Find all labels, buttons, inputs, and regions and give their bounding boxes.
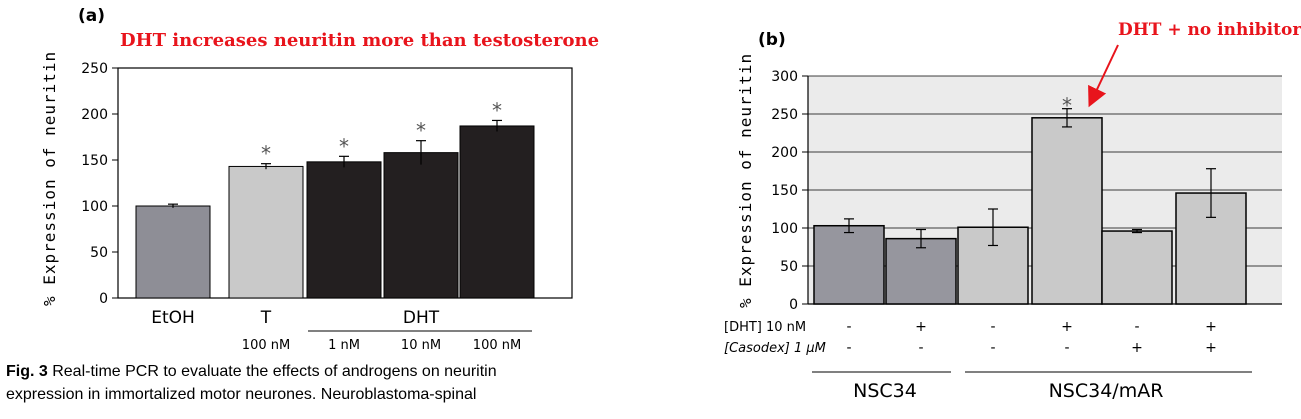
annotation-arrow [1088,44,1119,108]
casodex-row-label: [Casodex] 1 µM [724,341,826,356]
bar-b-4 [1101,230,1173,305]
y-tick-label-b: 100 [771,221,798,237]
bar-a-2 [306,161,382,299]
dht-sign: + [1205,319,1217,335]
caption-line-2: expression in immortalized motor neurone… [6,386,477,403]
bar-a-3 [383,152,459,299]
panel-a-label: (a) [78,6,106,26]
category-label-a: DHT [403,308,440,328]
caption-line-1: Real-time PCR to evaluate the effects of… [47,363,497,380]
concentration-label-a: 10 nM [401,338,441,353]
y-tick-label-b: 0 [789,297,798,313]
panel-b-annotation: DHT + no inhibitor [1118,20,1301,40]
significance-marker-a: * [492,98,502,122]
y-tick-label-b: 250 [771,107,798,123]
figure-caption: Fig. 3 Real-time PCR to evaluate the eff… [6,360,497,406]
bar-a-4 [459,125,535,299]
caption-figure-number: Fig. 3 [6,363,48,380]
significance-marker-a: * [416,119,426,143]
bar-b-3 [1031,117,1103,305]
concentration-label-a: 100 nM [473,338,521,353]
y-tick-label-a: 200 [81,107,108,123]
concentration-label-a: 100 nM [242,338,290,353]
y-tick-label-a: 100 [81,199,108,215]
y-tick-label-a: 50 [90,245,108,261]
y-tick-label-b: 300 [771,69,798,85]
dht-row-label: [DHT] 10 nM [724,320,806,335]
dht-sign: - [990,319,995,335]
chart-a: 0 50 100 150 200 250 * * * * EtOH T DHT 100 nM 1 nM 10 … [81,61,573,353]
y-tick-label-a: 250 [81,61,108,77]
bar-b-0 [813,224,885,305]
concentration-label-a: 1 nM [328,338,360,353]
significance-marker-a: * [261,142,271,166]
category-label-a: T [260,308,272,328]
y-tick-label-b: 50 [780,259,798,275]
panel-a-annotation: DHT increases neuritin more than testost… [120,30,600,51]
dht-sign: + [1061,319,1073,335]
group-label: NSC34 [853,380,917,402]
dht-sign: - [846,319,851,335]
casodex-sign: - [846,340,851,356]
casodex-sign: - [1064,340,1069,356]
casodex-sign: + [1131,340,1143,356]
y-tick-label-b: 200 [771,145,798,161]
dht-sign: - [1134,319,1139,335]
bar-b-1 [885,237,957,305]
significance-marker-b: * [1062,94,1072,118]
y-tick-label-a: 150 [81,153,108,169]
bar-a-1 [228,165,304,299]
bar-a-0 [135,205,211,299]
y-tick-label-a: 0 [99,291,108,307]
y-tick-label-b: 150 [771,183,798,199]
casodex-sign: - [990,340,995,356]
panel-b-label: (b) [758,30,786,50]
significance-marker-a: * [339,134,349,158]
casodex-sign: - [918,340,923,356]
dht-sign: + [915,319,927,335]
category-label-a: EtOH [151,308,195,328]
chart-b: 0 50 100 150 200 250 300 * [DHT] 10 nM [Casodex] … [724,69,1282,402]
group-label: NSC34/mAR [1049,380,1164,402]
casodex-sign: + [1205,340,1217,356]
